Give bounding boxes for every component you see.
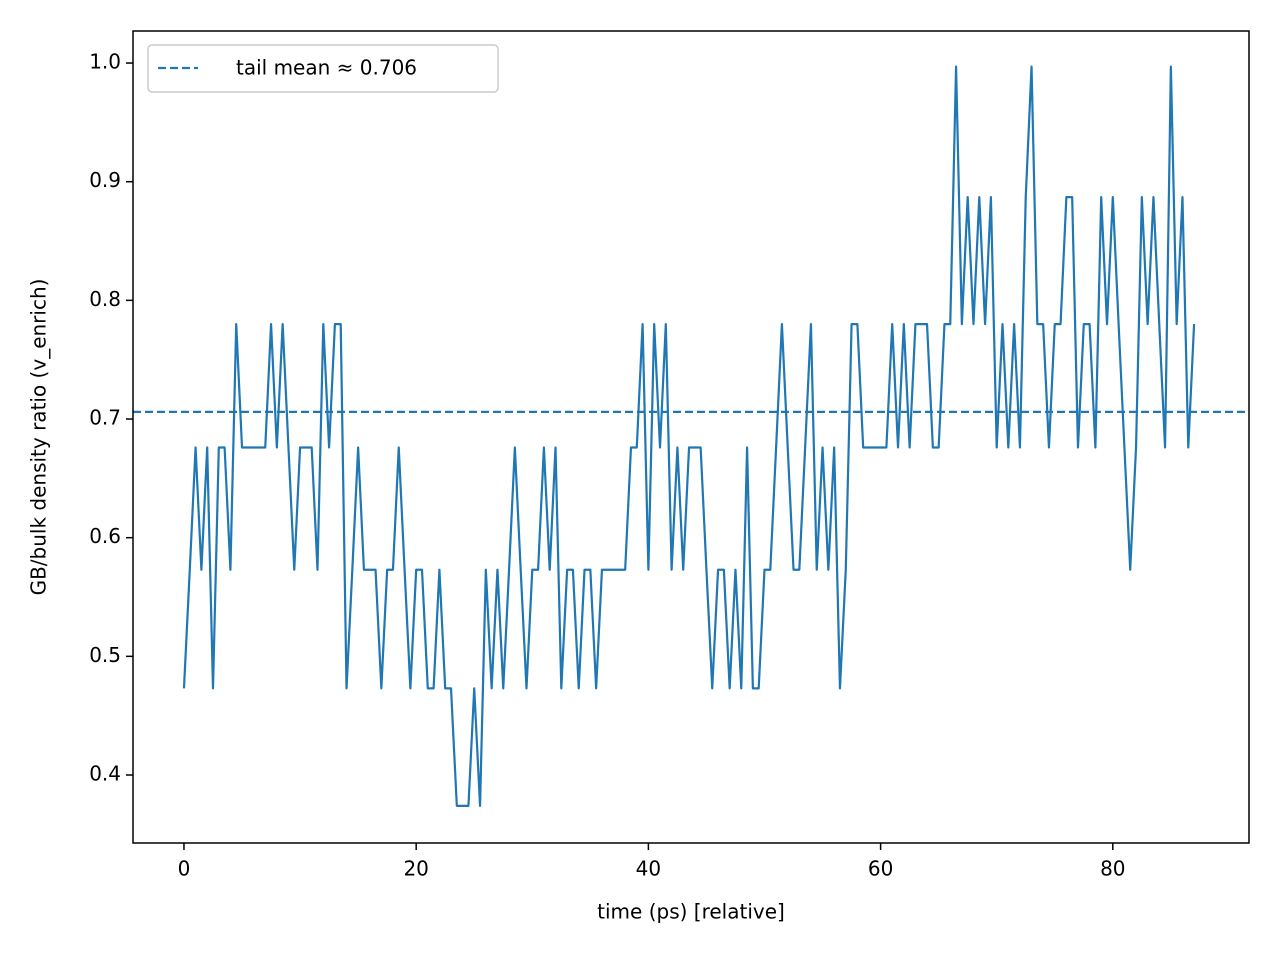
y-tick-label: 0.5: [89, 643, 121, 667]
legend: tail mean ≈ 0.706: [147, 44, 499, 93]
legend-label: tail mean ≈ 0.706: [236, 56, 417, 80]
y-tick-label: 0.8: [89, 287, 121, 311]
x-tick-label: 80: [1100, 857, 1125, 881]
data-line: [182, 65, 1196, 807]
y-tick-label: 0.4: [89, 762, 121, 786]
x-tick-label: 40: [636, 857, 661, 881]
y-axis-label: GB/bulk density ratio (v_enrich): [27, 279, 51, 596]
y-tick-label: 1.0: [89, 50, 121, 74]
x-tick-label: 60: [868, 857, 893, 881]
x-tick-label: 0: [178, 857, 191, 881]
y-tick-label: 0.7: [89, 406, 121, 430]
x-axis-label: time (ps) [relative]: [597, 900, 785, 924]
legend-box: [147, 44, 499, 93]
y-tick-label: 0.6: [89, 524, 121, 548]
y-tick-label: 0.9: [89, 168, 121, 192]
plot-frame: [132, 30, 1250, 844]
x-tick-label: 20: [403, 857, 428, 881]
